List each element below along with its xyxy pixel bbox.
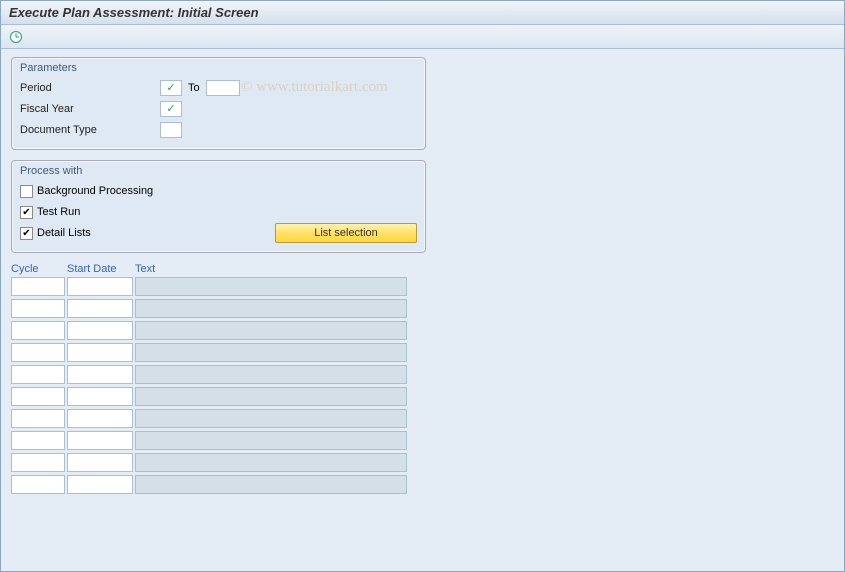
text-cell[interactable] (135, 365, 407, 384)
text-cell[interactable] (135, 409, 407, 428)
period-to-input[interactable] (206, 80, 240, 96)
period-row: Period ✓ To (20, 78, 417, 98)
table-row (11, 321, 426, 340)
cycle-cell[interactable] (11, 321, 65, 340)
cycle-cell[interactable] (11, 343, 65, 362)
start-date-cell[interactable] (67, 453, 133, 472)
parameters-group: Parameters Period ✓ To Fiscal Year ✓ Doc… (11, 57, 426, 150)
col-header-start-date: Start Date (67, 263, 135, 275)
sap-window: Execute Plan Assessment: Initial Screen … (0, 0, 845, 572)
period-from-input[interactable]: ✓ (160, 80, 182, 96)
detail-lists-label: Detail Lists (37, 227, 91, 239)
detail-lists-checkbox[interactable]: ✔ (20, 227, 33, 240)
table-row (11, 299, 426, 318)
document-type-input[interactable] (160, 122, 182, 138)
start-date-cell[interactable] (67, 431, 133, 450)
col-header-text: Text (135, 263, 407, 275)
document-type-label: Document Type (20, 124, 160, 136)
table-row (11, 475, 426, 494)
table-row (11, 343, 426, 362)
start-date-cell[interactable] (67, 277, 133, 296)
period-to-label: To (188, 82, 200, 94)
fiscal-year-label: Fiscal Year (20, 103, 160, 115)
table-row (11, 453, 426, 472)
text-cell[interactable] (135, 431, 407, 450)
table-row (11, 409, 426, 428)
start-date-cell[interactable] (67, 321, 133, 340)
start-date-cell[interactable] (67, 387, 133, 406)
test-run-label: Test Run (37, 206, 80, 218)
cycles-table: Cycle Start Date Text (11, 263, 426, 494)
execute-button[interactable] (7, 28, 25, 46)
col-header-cycle: Cycle (11, 263, 67, 275)
execute-clock-icon (9, 30, 23, 44)
cycle-cell[interactable] (11, 277, 65, 296)
test-run-row: ✔ Test Run (20, 202, 417, 222)
start-date-cell[interactable] (67, 475, 133, 494)
table-header: Cycle Start Date Text (11, 263, 426, 275)
process-with-group: Process with Background Processing ✔ Tes… (11, 160, 426, 253)
table-rows (11, 277, 426, 494)
parameters-group-title: Parameters (20, 62, 417, 74)
test-run-checkbox[interactable]: ✔ (20, 206, 33, 219)
page-title: Execute Plan Assessment: Initial Screen (9, 5, 259, 20)
fiscal-year-row: Fiscal Year ✓ (20, 99, 417, 119)
start-date-cell[interactable] (67, 409, 133, 428)
background-processing-row: Background Processing (20, 181, 417, 201)
text-cell[interactable] (135, 277, 407, 296)
cycle-cell[interactable] (11, 475, 65, 494)
text-cell[interactable] (135, 321, 407, 340)
cycle-cell[interactable] (11, 365, 65, 384)
cycle-cell[interactable] (11, 431, 65, 450)
cycle-cell[interactable] (11, 453, 65, 472)
list-selection-button[interactable]: List selection (275, 223, 417, 243)
background-processing-label: Background Processing (37, 185, 153, 197)
process-with-group-title: Process with (20, 165, 417, 177)
text-cell[interactable] (135, 453, 407, 472)
start-date-cell[interactable] (67, 343, 133, 362)
text-cell[interactable] (135, 299, 407, 318)
window-title-bar: Execute Plan Assessment: Initial Screen (1, 1, 844, 25)
start-date-cell[interactable] (67, 299, 133, 318)
period-label: Period (20, 82, 160, 94)
table-row (11, 277, 426, 296)
text-cell[interactable] (135, 475, 407, 494)
table-row (11, 365, 426, 384)
text-cell[interactable] (135, 387, 407, 406)
cycle-cell[interactable] (11, 409, 65, 428)
table-row (11, 387, 426, 406)
text-cell[interactable] (135, 343, 407, 362)
background-processing-checkbox[interactable] (20, 185, 33, 198)
document-type-row: Document Type (20, 120, 417, 140)
cycle-cell[interactable] (11, 387, 65, 406)
fiscal-year-input[interactable]: ✓ (160, 101, 182, 117)
toolbar (1, 25, 844, 49)
cycle-cell[interactable] (11, 299, 65, 318)
body-area: © www.tutorialkart.com Parameters Period… (1, 49, 844, 505)
table-row (11, 431, 426, 450)
start-date-cell[interactable] (67, 365, 133, 384)
detail-lists-row: ✔ Detail Lists List selection (20, 223, 417, 243)
